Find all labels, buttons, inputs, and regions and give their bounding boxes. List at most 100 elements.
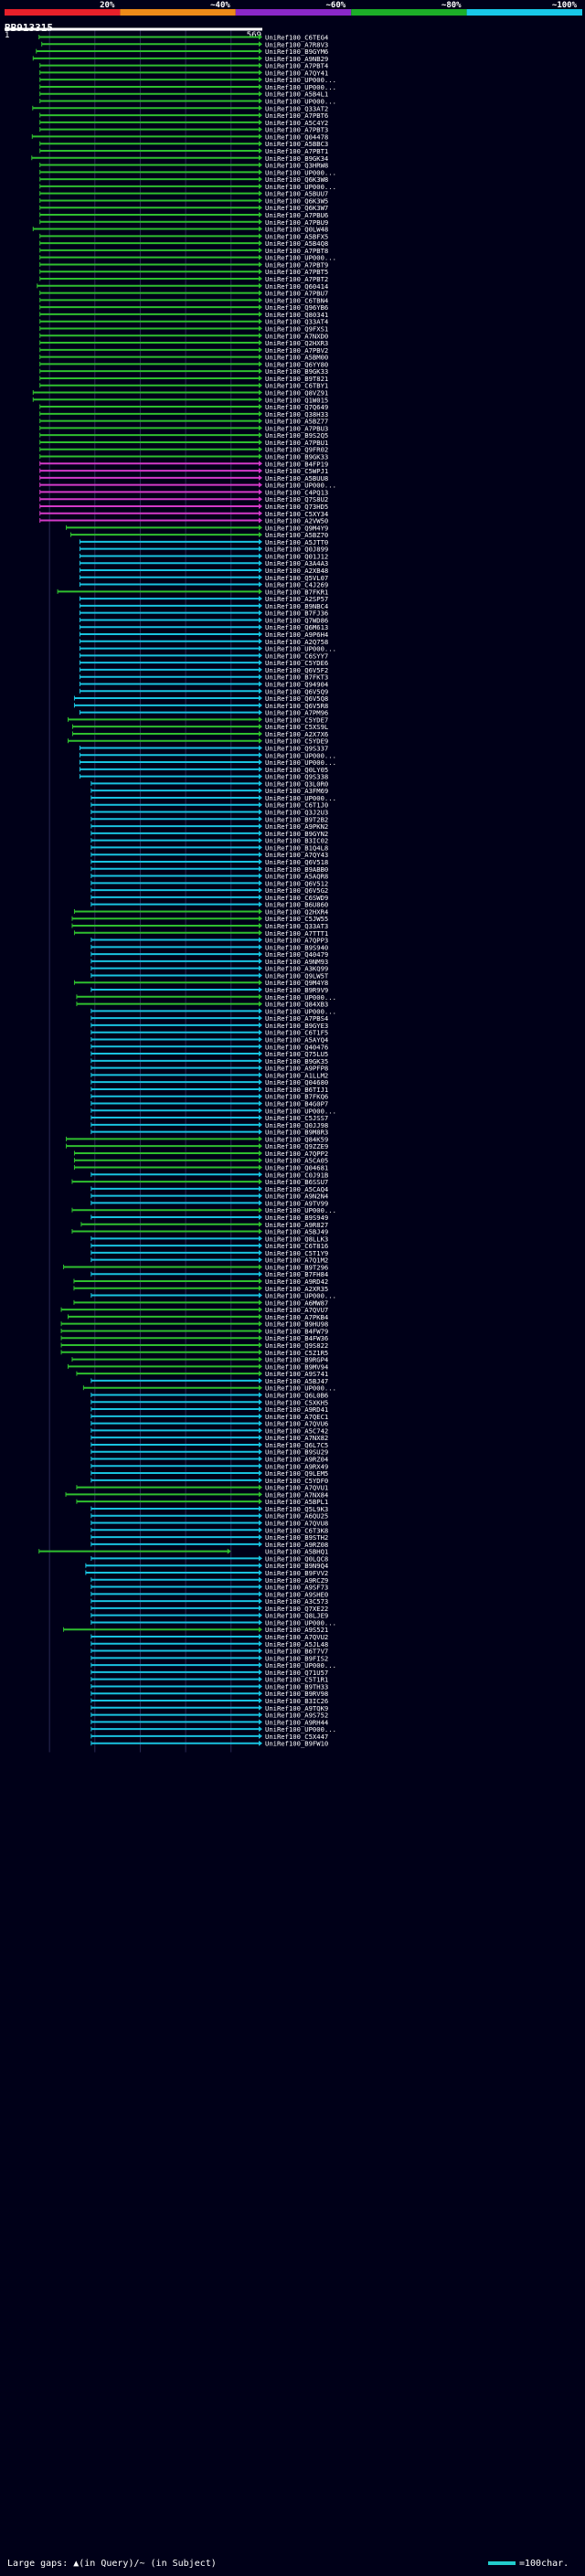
hit-label[interactable]: UniRef100_A5B4Q8 <box>265 239 328 248</box>
hit-row[interactable]: UniRef100_C6SWD9 <box>90 894 328 902</box>
hit-row[interactable]: UniRef100_A9RZ04 <box>90 1456 328 1464</box>
hit-label[interactable]: UniRef100_A5AYQ4 <box>265 1035 328 1044</box>
hit-row[interactable]: UniRef100_B9GK35 <box>90 1057 328 1065</box>
hit-label[interactable]: UniRef100_Q6YY80 <box>265 360 328 368</box>
hit-row[interactable]: UniRef100_UP000... <box>90 1292 336 1300</box>
hit-row[interactable]: UniRef100_Q6V518 <box>90 858 328 866</box>
hit-label[interactable]: UniRef100_B9STH2 <box>265 1533 328 1542</box>
hit-row[interactable]: UniRef100_A5BZ77 <box>39 418 329 426</box>
hit-label[interactable]: UniRef100_A7Q1M2 <box>265 1256 328 1265</box>
hit-label[interactable]: UniRef100_Q1W015 <box>265 396 328 404</box>
hit-label[interactable]: UniRef100_A5JTT0 <box>265 538 328 546</box>
hit-label[interactable]: UniRef100_A7QVU1 <box>265 1484 328 1492</box>
hit-row[interactable]: UniRef100_B9RV98 <box>90 1690 328 1698</box>
hit-label[interactable]: UniRef100_A2XB48 <box>265 567 328 575</box>
hit-row[interactable]: UniRef100_B9S949 <box>90 1214 328 1222</box>
hit-label[interactable]: UniRef100_Q96YB6 <box>265 303 328 312</box>
hit-row[interactable]: UniRef100_A7PBU6 <box>39 211 329 219</box>
hit-row[interactable]: UniRef100_A9P6H4 <box>79 631 328 639</box>
hit-label[interactable]: UniRef100_A9NM93 <box>265 958 328 966</box>
hit-row[interactable]: UniRef100_A5CA05 <box>73 1157 328 1165</box>
hit-row[interactable]: UniRef100_Q33AT2 <box>32 104 328 112</box>
hit-label[interactable]: UniRef100_A3FM69 <box>265 787 328 795</box>
hit-row[interactable]: UniRef100_A7PBT8 <box>39 247 329 255</box>
hit-label[interactable]: UniRef100_Q9S337 <box>265 745 328 753</box>
hit-row[interactable]: UniRef100_A7QVU1 <box>76 1484 328 1492</box>
hit-label[interactable]: UniRef100_Q04681 <box>265 1164 328 1172</box>
hit-label[interactable]: UniRef100_UP000... <box>265 1384 336 1393</box>
hit-row[interactable]: UniRef100_Q7S8U2 <box>39 495 329 504</box>
hit-row[interactable]: UniRef100_C5WPJ1 <box>39 467 329 475</box>
hit-row[interactable]: UniRef100_Q0JJ98 <box>90 1121 328 1129</box>
hit-label[interactable]: UniRef100_C6T1J0 <box>265 801 328 810</box>
hit-row[interactable]: UniRef100_A7PBT3 <box>39 126 329 134</box>
hit-label[interactable]: UniRef100_B9T296 <box>265 1263 328 1271</box>
hit-label[interactable]: UniRef100_C6T3K8 <box>265 1526 328 1534</box>
hit-label[interactable]: UniRef100_A5CAQ4 <box>265 1185 328 1193</box>
hit-row[interactable]: UniRef100_B9S940 <box>90 943 328 951</box>
hit-row[interactable]: UniRef100_Q7XE22 <box>90 1605 328 1613</box>
hit-row[interactable]: UniRef100_B4FP19 <box>39 460 329 468</box>
hit-row[interactable]: UniRef100_A7NXD0 <box>39 332 329 340</box>
hit-row[interactable]: UniRef100_UP000... <box>71 1206 336 1214</box>
hit-row[interactable]: UniRef100_A2XB48 <box>79 567 328 575</box>
hit-row[interactable]: UniRef100_A3A4A3 <box>79 559 328 567</box>
hit-label[interactable]: UniRef100_Q3J2U3 <box>265 809 328 817</box>
hit-row[interactable]: UniRef100_A5JTT0 <box>79 538 328 546</box>
hit-label[interactable]: UniRef100_Q9M4Y9 <box>265 524 328 532</box>
hit-label[interactable]: UniRef100_C5XKH5 <box>265 1398 328 1406</box>
hit-row[interactable]: UniRef100_B9NBC4 <box>79 602 328 610</box>
hit-label[interactable]: UniRef100_A9RD41 <box>265 1405 328 1414</box>
hit-label[interactable]: UniRef100_Q6V5Q9 <box>265 687 328 695</box>
hit-row[interactable]: UniRef100_UP000... <box>90 1661 336 1670</box>
hit-row[interactable]: UniRef100_A7PBT5 <box>39 268 329 276</box>
hit-label[interactable]: UniRef100_Q0JJ98 <box>265 1121 328 1129</box>
hit-row[interactable]: UniRef100_Q6V5R8 <box>73 702 328 710</box>
hit-row[interactable]: UniRef100_A7QPP2 <box>73 1150 328 1158</box>
hit-label[interactable]: UniRef100_A5BUU7 <box>265 190 328 198</box>
hit-label[interactable]: UniRef100_Q7XE22 <box>265 1605 328 1613</box>
hit-label[interactable]: UniRef100_A5C4Y2 <box>265 119 328 127</box>
hit-label[interactable]: UniRef100_Q33AT2 <box>265 104 328 112</box>
hit-label[interactable]: UniRef100_UP000... <box>265 645 336 653</box>
hit-label[interactable]: UniRef100_A3A4A3 <box>265 559 328 567</box>
hit-row[interactable]: UniRef100_B9HU98 <box>60 1320 328 1329</box>
hit-label[interactable]: UniRef100_C6TBN4 <box>265 296 328 304</box>
hit-label[interactable]: UniRef100_A7PBT6 <box>265 111 328 120</box>
hit-label[interactable]: UniRef100_B9ABB0 <box>265 865 328 874</box>
hit-label[interactable]: UniRef100_Q6V5R8 <box>265 702 328 710</box>
hit-row[interactable]: UniRef100_B1Q4L8 <box>90 843 328 852</box>
hit-row[interactable]: UniRef100_Q3HRW8 <box>39 162 329 170</box>
hit-row[interactable]: UniRef100_Q9LEM5 <box>90 1469 328 1478</box>
hit-label[interactable]: UniRef100_Q84K59 <box>265 1135 328 1143</box>
hit-row[interactable]: UniRef100_Q04478 <box>31 133 328 141</box>
hit-row[interactable]: UniRef100_A5C4Y2 <box>39 119 329 127</box>
hit-row[interactable]: UniRef100_A9RX49 <box>90 1462 328 1470</box>
hit-row[interactable]: UniRef100_C5XS9L <box>71 723 328 731</box>
hit-row[interactable]: UniRef100_UP000... <box>39 76 336 84</box>
hit-label[interactable]: UniRef100_A9TV99 <box>265 1199 328 1207</box>
hit-label[interactable]: UniRef100_A7PBU1 <box>265 439 328 447</box>
hit-label[interactable]: UniRef100_Q9S338 <box>265 773 328 781</box>
hit-label[interactable]: UniRef100_A5BZ77 <box>265 418 328 426</box>
hit-label[interactable]: UniRef100_B6TIJ1 <box>265 1086 328 1094</box>
hit-row[interactable]: UniRef100_A9PKN2 <box>90 822 328 831</box>
hit-row[interactable]: UniRef100_B4FW36 <box>60 1334 328 1342</box>
hit-row[interactable]: UniRef100_Q9M4Y9 <box>66 524 329 532</box>
hit-label[interactable]: UniRef100_UP000... <box>265 254 336 262</box>
hit-label[interactable]: UniRef100_A7PBT5 <box>265 268 328 276</box>
hit-row[interactable]: UniRef100_A9RD42 <box>73 1277 328 1286</box>
hit-label[interactable]: UniRef100_Q6V512 <box>265 879 328 887</box>
hit-label[interactable]: UniRef100_A9RX49 <box>265 1462 328 1470</box>
hit-label[interactable]: UniRef100_Q40479 <box>265 950 328 959</box>
hit-label[interactable]: UniRef100_UP000... <box>265 993 336 1002</box>
hit-row[interactable]: UniRef100_A7QPP3 <box>90 937 328 945</box>
hit-label[interactable]: UniRef100_Q9LW5T <box>265 971 329 980</box>
hit-label[interactable]: UniRef100_B4G0P7 <box>265 1100 328 1108</box>
hit-row[interactable]: UniRef100_Q7WD86 <box>79 616 328 624</box>
hit-row[interactable]: UniRef100_A7QY43 <box>90 851 328 859</box>
hit-row[interactable]: UniRef100_A5C742 <box>90 1426 328 1435</box>
hit-row[interactable]: UniRef100_C5YDE7 <box>68 716 329 724</box>
hit-label[interactable]: UniRef100_C5YDE6 <box>265 659 328 667</box>
hit-row[interactable]: UniRef100_Q8LLK3 <box>90 1235 328 1243</box>
